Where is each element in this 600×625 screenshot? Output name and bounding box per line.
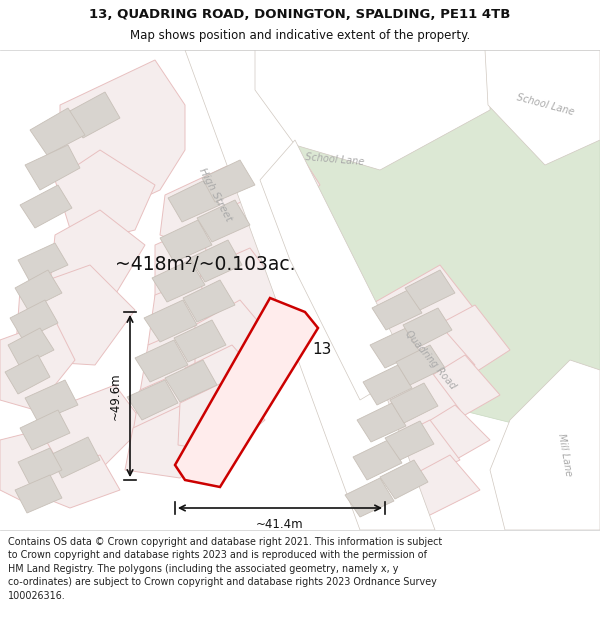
Polygon shape — [0, 430, 60, 500]
Polygon shape — [360, 420, 460, 495]
Text: Map shows position and indicative extent of the property.: Map shows position and indicative extent… — [130, 29, 470, 42]
Polygon shape — [202, 160, 255, 202]
Polygon shape — [0, 320, 75, 410]
Text: ~41.4m: ~41.4m — [256, 518, 304, 531]
Polygon shape — [160, 160, 280, 250]
Polygon shape — [357, 403, 406, 442]
Polygon shape — [380, 460, 428, 499]
Polygon shape — [178, 380, 265, 453]
Polygon shape — [18, 243, 68, 282]
Polygon shape — [490, 360, 600, 530]
Text: 13: 13 — [313, 342, 332, 357]
Polygon shape — [235, 130, 320, 215]
Polygon shape — [183, 280, 235, 322]
Polygon shape — [400, 305, 510, 395]
Polygon shape — [260, 140, 410, 400]
Polygon shape — [15, 475, 62, 513]
Polygon shape — [20, 185, 72, 228]
Polygon shape — [15, 270, 62, 310]
Text: High Street: High Street — [197, 167, 233, 223]
Polygon shape — [133, 368, 228, 440]
Polygon shape — [8, 328, 54, 367]
Text: Mill Lane: Mill Lane — [556, 433, 574, 477]
Polygon shape — [255, 50, 490, 170]
Polygon shape — [25, 145, 80, 190]
Polygon shape — [290, 50, 600, 430]
Polygon shape — [197, 200, 250, 242]
Polygon shape — [144, 300, 197, 342]
Polygon shape — [125, 405, 220, 478]
Text: School Lane: School Lane — [515, 92, 575, 118]
Polygon shape — [403, 308, 452, 348]
Polygon shape — [50, 437, 100, 478]
Polygon shape — [190, 240, 242, 282]
Polygon shape — [60, 60, 185, 220]
Polygon shape — [185, 50, 435, 530]
Polygon shape — [353, 440, 402, 480]
Polygon shape — [45, 455, 120, 508]
Text: ~49.6m: ~49.6m — [109, 372, 121, 420]
Polygon shape — [370, 325, 475, 405]
Polygon shape — [396, 345, 445, 385]
Polygon shape — [148, 275, 240, 350]
Polygon shape — [25, 380, 78, 422]
Text: Contains OS data © Crown copyright and database right 2021. This information is : Contains OS data © Crown copyright and d… — [8, 537, 442, 601]
Polygon shape — [135, 340, 188, 382]
Polygon shape — [370, 328, 420, 368]
Polygon shape — [200, 198, 290, 280]
Polygon shape — [250, 55, 305, 110]
Polygon shape — [168, 180, 220, 222]
Polygon shape — [385, 455, 480, 525]
Polygon shape — [15, 265, 135, 365]
Polygon shape — [185, 345, 270, 420]
Polygon shape — [390, 383, 438, 423]
Polygon shape — [295, 50, 380, 115]
Polygon shape — [152, 260, 205, 302]
Polygon shape — [155, 225, 245, 310]
Polygon shape — [18, 448, 62, 485]
Polygon shape — [55, 150, 155, 245]
Polygon shape — [175, 298, 318, 487]
Text: 13, QUADRING ROAD, DONINGTON, SPALDING, PE11 4TB: 13, QUADRING ROAD, DONINGTON, SPALDING, … — [89, 8, 511, 21]
Polygon shape — [10, 300, 58, 340]
Polygon shape — [345, 478, 394, 517]
Polygon shape — [20, 410, 70, 450]
Polygon shape — [390, 405, 490, 480]
Polygon shape — [195, 300, 278, 378]
Polygon shape — [385, 421, 434, 460]
Polygon shape — [68, 92, 120, 138]
Polygon shape — [140, 325, 230, 398]
Polygon shape — [200, 248, 285, 325]
Polygon shape — [127, 380, 178, 420]
Polygon shape — [363, 365, 412, 405]
Polygon shape — [405, 270, 455, 310]
Polygon shape — [5, 355, 50, 394]
Polygon shape — [30, 108, 85, 155]
Polygon shape — [372, 290, 422, 330]
Polygon shape — [45, 385, 145, 465]
Polygon shape — [165, 360, 217, 402]
Polygon shape — [400, 355, 500, 435]
Polygon shape — [174, 320, 226, 362]
Polygon shape — [370, 265, 475, 350]
Text: ~418m²/~0.103ac.: ~418m²/~0.103ac. — [115, 256, 295, 274]
Polygon shape — [50, 210, 145, 295]
Polygon shape — [365, 370, 460, 450]
Polygon shape — [485, 50, 600, 165]
Text: Quadring Road: Quadring Road — [403, 329, 457, 391]
Text: School Lane: School Lane — [305, 152, 365, 168]
Polygon shape — [160, 220, 212, 262]
